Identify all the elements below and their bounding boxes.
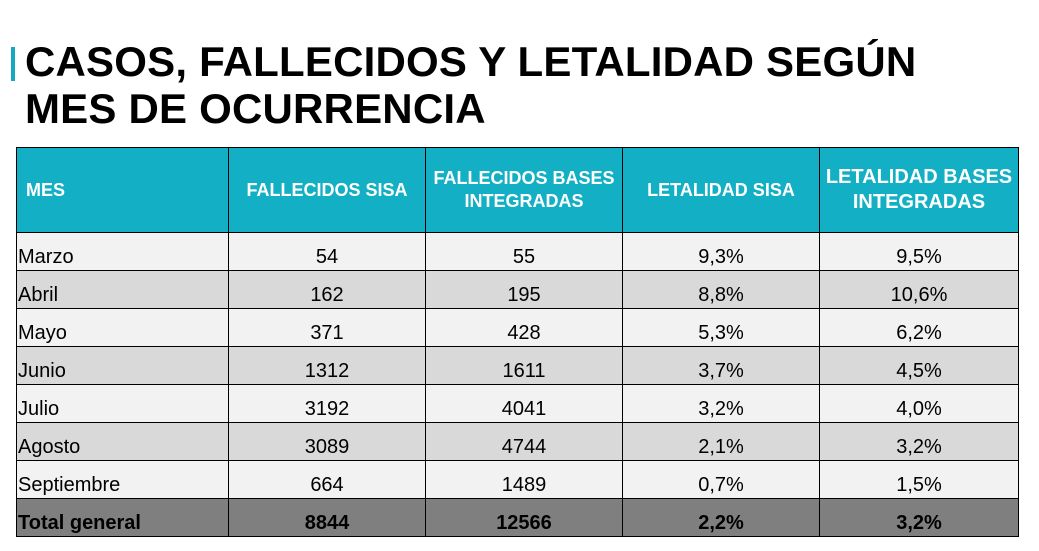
table-row: Abril 162 195 8,8% 10,6% xyxy=(16,270,1019,309)
cell-letalidad-bases: 3,2% xyxy=(819,422,1019,461)
cell-letalidad-sisa: 3,7% xyxy=(622,346,820,385)
cell-mes: Agosto xyxy=(16,422,229,461)
cell-letalidad-bases: 1,5% xyxy=(819,460,1019,499)
cell-fallecidos-sisa: 1312 xyxy=(228,346,426,385)
cell-total-fallecidos-sisa: 8844 xyxy=(228,498,426,537)
cell-mes: Marzo xyxy=(16,232,229,271)
deaths-lethality-table: MES FALLECIDOS SISA FALLECIDOS BASES INT… xyxy=(16,147,1019,537)
cell-letalidad-sisa: 8,8% xyxy=(622,270,820,309)
cell-fallecidos-bases: 4041 xyxy=(425,384,623,423)
cell-fallecidos-sisa: 3192 xyxy=(228,384,426,423)
table-row: Marzo 54 55 9,3% 9,5% xyxy=(16,232,1019,271)
cell-fallecidos-bases: 195 xyxy=(425,270,623,309)
cell-letalidad-bases: 10,6% xyxy=(819,270,1019,309)
column-header-fallecidos-bases: FALLECIDOS BASES INTEGRADAS xyxy=(425,147,623,233)
cell-fallecidos-sisa: 3089 xyxy=(228,422,426,461)
cell-total-label: Total general xyxy=(16,498,229,537)
cell-mes: Mayo xyxy=(16,308,229,347)
table-row: Julio 3192 4041 3,2% 4,0% xyxy=(16,384,1019,423)
cell-fallecidos-bases: 1489 xyxy=(425,460,623,499)
table-header-row: MES FALLECIDOS SISA FALLECIDOS BASES INT… xyxy=(16,147,1019,233)
cell-mes: Junio xyxy=(16,346,229,385)
cell-letalidad-bases: 4,0% xyxy=(819,384,1019,423)
cell-total-fallecidos-bases: 12566 xyxy=(425,498,623,537)
cell-fallecidos-bases: 55 xyxy=(425,232,623,271)
cell-total-letalidad-bases: 3,2% xyxy=(819,498,1019,537)
cell-fallecidos-sisa: 162 xyxy=(228,270,426,309)
cell-letalidad-sisa: 2,1% xyxy=(622,422,820,461)
cell-mes: Abril xyxy=(16,270,229,309)
page-title: CASOS, FALLECIDOS Y LETALIDAD SEGÚN MES … xyxy=(25,38,1025,132)
cell-fallecidos-sisa: 664 xyxy=(228,460,426,499)
cell-mes: Septiembre xyxy=(16,460,229,499)
cell-letalidad-sisa: 3,2% xyxy=(622,384,820,423)
cell-total-letalidad-sisa: 2,2% xyxy=(622,498,820,537)
table-row: Agosto 3089 4744 2,1% 3,2% xyxy=(16,422,1019,461)
cell-letalidad-sisa: 5,3% xyxy=(622,308,820,347)
column-header-fallecidos-sisa: FALLECIDOS SISA xyxy=(228,147,426,233)
title-accent-bar xyxy=(11,47,15,81)
table-row: Septiembre 664 1489 0,7% 1,5% xyxy=(16,460,1019,499)
cell-letalidad-sisa: 9,3% xyxy=(622,232,820,271)
table-total-row: Total general 8844 12566 2,2% 3,2% xyxy=(16,498,1019,537)
cell-letalidad-sisa: 0,7% xyxy=(622,460,820,499)
page-title-line-2: MES DE OCURRENCIA xyxy=(25,85,486,132)
table-row: Mayo 371 428 5,3% 6,2% xyxy=(16,308,1019,347)
column-header-letalidad-sisa: LETALIDAD SISA xyxy=(622,147,820,233)
cell-letalidad-bases: 6,2% xyxy=(819,308,1019,347)
cell-fallecidos-bases: 4744 xyxy=(425,422,623,461)
cell-fallecidos-bases: 1611 xyxy=(425,346,623,385)
cell-fallecidos-bases: 428 xyxy=(425,308,623,347)
cell-fallecidos-sisa: 371 xyxy=(228,308,426,347)
cell-letalidad-bases: 4,5% xyxy=(819,346,1019,385)
cell-fallecidos-sisa: 54 xyxy=(228,232,426,271)
cell-mes: Julio xyxy=(16,384,229,423)
column-header-mes: MES xyxy=(16,147,229,233)
cell-letalidad-bases: 9,5% xyxy=(819,232,1019,271)
column-header-letalidad-bases: LETALIDAD BASES INTEGRADAS xyxy=(819,147,1019,233)
table-row: Junio 1312 1611 3,7% 4,5% xyxy=(16,346,1019,385)
page-title-line-1: CASOS, FALLECIDOS Y LETALIDAD SEGÚN xyxy=(25,38,917,85)
